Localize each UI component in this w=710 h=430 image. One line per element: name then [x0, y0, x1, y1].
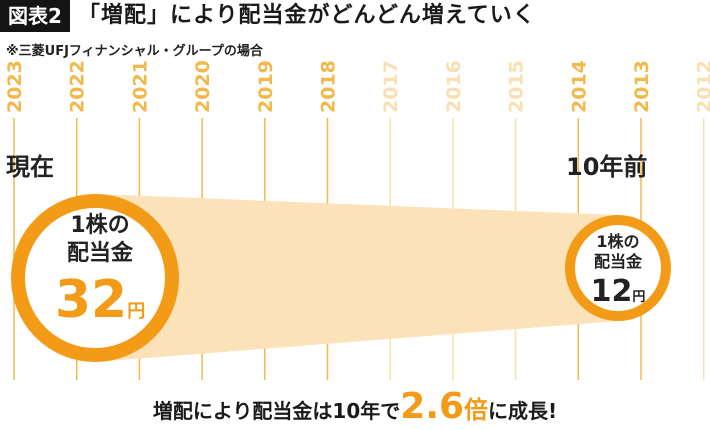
label-ten-years-ago: 10年前: [566, 153, 648, 181]
year-label-2014: 2014: [568, 60, 590, 113]
past-dividend-amount: 12円: [576, 274, 660, 309]
current-dividend-amount: 32円: [40, 270, 160, 330]
growth-wedge: [95, 194, 618, 362]
summary-multiplier: 2.6: [400, 386, 465, 427]
year-label-2019: 2019: [255, 60, 277, 113]
past-dividend-line2: 配当金: [593, 252, 642, 271]
figure-subtitle: ※三菱UFJフィナンシャル・グループの場合: [6, 44, 263, 59]
label-now: 現在: [6, 153, 54, 181]
past-dividend-text: 1株の 配当金 12円: [576, 232, 660, 309]
past-dividend-value: 12: [590, 274, 633, 309]
year-label-2015: 2015: [506, 60, 528, 113]
current-dividend-line2: 配当金: [66, 241, 133, 266]
past-dividend-line1: 1株の: [596, 232, 640, 251]
current-dividend-circle: [11, 194, 179, 362]
year-label-2021: 2021: [129, 60, 151, 113]
year-label-2013: 2013: [631, 60, 653, 113]
current-dividend-unit: 円: [127, 301, 146, 322]
year-label-2012: 2012: [694, 60, 710, 113]
current-dividend-text: 1株の 配当金 32円: [40, 212, 160, 330]
figure-badge: 図表2: [0, 0, 70, 32]
summary-multiplier-unit: 倍: [464, 396, 489, 424]
year-labels: 2023 2022 2021 2020 2019 2018 2017 2016 2015 2014…: [4, 60, 710, 113]
figure-title: 「増配」により配当金がどんどん増えていく: [78, 3, 536, 28]
year-label-2017: 2017: [380, 60, 402, 113]
year-label-2018: 2018: [318, 60, 340, 113]
summary-text: 増配により配当金は10年で2.6倍に成長!: [0, 386, 710, 427]
past-dividend-unit: 円: [632, 290, 646, 305]
year-label-2016: 2016: [443, 60, 465, 113]
summary-suffix: に成長!: [488, 399, 558, 423]
past-dividend-circle: [565, 215, 671, 321]
current-dividend-line1: 1株の: [70, 213, 130, 238]
summary-prefix: 増配により配当金は10年で: [152, 399, 401, 423]
year-label-2022: 2022: [67, 60, 89, 113]
current-dividend-value: 32: [54, 270, 128, 330]
year-label-2020: 2020: [192, 60, 214, 113]
year-label-2023: 2023: [4, 60, 26, 113]
